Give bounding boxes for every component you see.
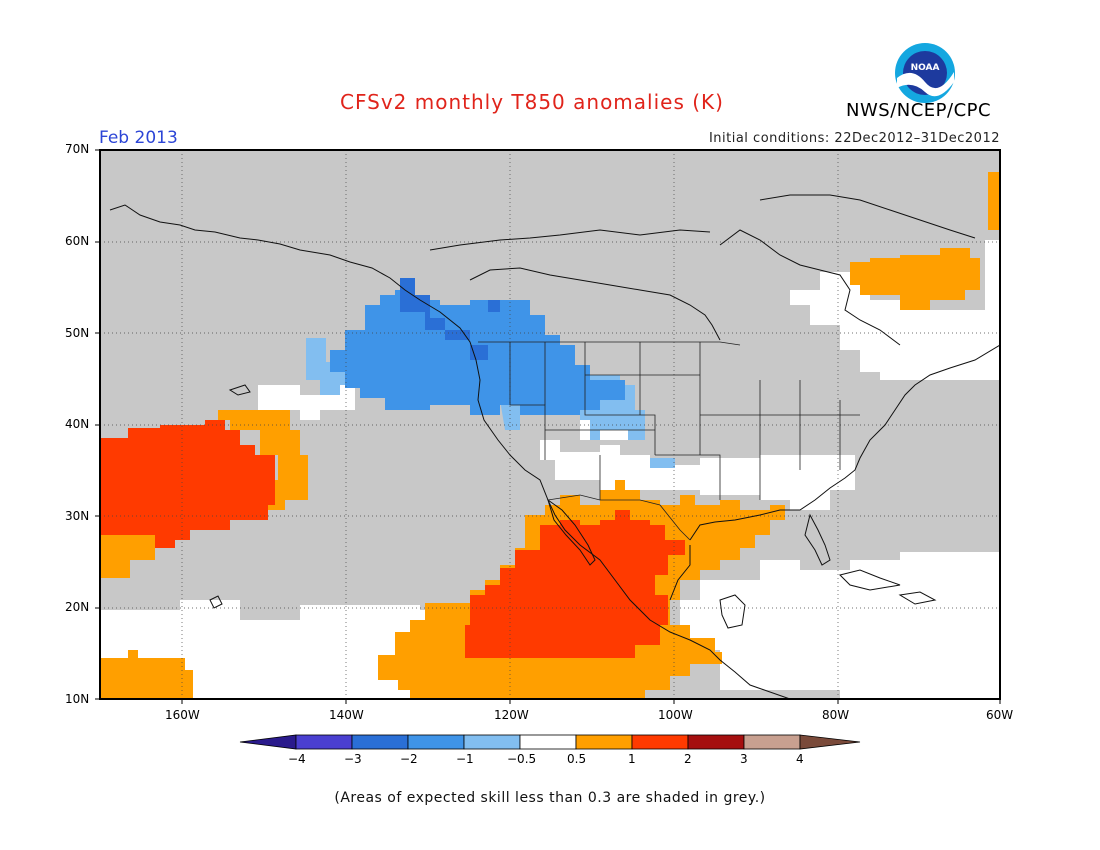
- noaa-logo: NOAA: [894, 42, 956, 108]
- colorbar: [239, 734, 861, 750]
- lat-label: 20N: [65, 600, 90, 614]
- colorbar-cell: [407, 734, 465, 750]
- colorbar-label: −0.5: [507, 752, 537, 766]
- near-normal-areas: [100, 240, 1000, 699]
- chart-title: CFSv2 monthly T850 anomalies (K): [340, 90, 724, 114]
- colorbar-cell: [239, 734, 297, 750]
- colorbar-label: 1: [628, 752, 636, 766]
- colorbar-label: −3: [344, 752, 362, 766]
- axis-ticks: [95, 149, 1001, 704]
- strong-warm-anomaly: [100, 420, 685, 658]
- colorbar-cell: [463, 734, 521, 750]
- forecast-month: Feb 2013: [99, 128, 178, 148]
- colorbar-label: 0.5: [567, 752, 587, 766]
- lon-label: 80W: [822, 708, 850, 722]
- lon-label: 120W: [494, 708, 529, 722]
- lon-label: 60W: [986, 708, 1014, 722]
- colorbar-cell: [519, 734, 577, 750]
- colorbar-label: −4: [288, 752, 306, 766]
- skill-note: (Areas of expected skill less than 0.3 a…: [334, 790, 766, 806]
- lat-label: 50N: [65, 326, 90, 340]
- colorbar-cell: [575, 734, 633, 750]
- colorbar-label: −2: [400, 752, 418, 766]
- lon-label: 140W: [329, 708, 364, 722]
- logo-text: NOAA: [911, 63, 940, 73]
- lat-label: 70N: [65, 142, 90, 156]
- colorbar-cell: [743, 734, 801, 750]
- lon-label: 100W: [658, 708, 693, 722]
- political-borders: [478, 341, 860, 541]
- colorbar-cell: [687, 734, 745, 750]
- colorbar-label: 2: [684, 752, 692, 766]
- colorbar-cell: [295, 734, 353, 750]
- colorbar-label: 4: [796, 752, 804, 766]
- strong-cold-anomaly: [400, 278, 500, 360]
- colorbar-label: 3: [740, 752, 748, 766]
- agency-label: NWS/NCEP/CPC: [846, 100, 992, 121]
- coastlines: [109, 194, 1000, 699]
- colorbar-cell: [351, 734, 409, 750]
- lat-label: 40N: [65, 417, 90, 431]
- lat-label: 30N: [65, 509, 90, 523]
- colorbar-cell: [631, 734, 689, 750]
- colorbar-cell: [799, 734, 861, 750]
- lon-label: 160W: [165, 708, 200, 722]
- colorbar-label: −1: [456, 752, 474, 766]
- lat-label: 60N: [65, 234, 90, 248]
- initial-conditions: Initial conditions: 22Dec2012–31Dec2012: [708, 131, 1000, 146]
- lat-label: 10N: [65, 692, 90, 706]
